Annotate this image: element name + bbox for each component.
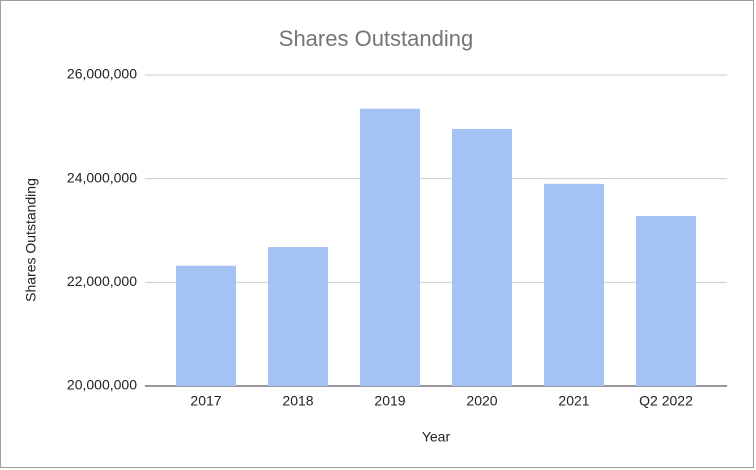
y-axis-title: Shares Outstanding [23, 178, 39, 302]
x-tick-label: 2020 [466, 393, 497, 409]
x-tick-label: 2018 [282, 393, 313, 409]
x-tick-label: 2019 [374, 393, 405, 409]
bar [268, 247, 328, 386]
bar [544, 183, 604, 386]
x-tick-label: 2021 [558, 393, 589, 409]
bar [636, 215, 696, 386]
y-tick-label: 20,000,000 [67, 377, 137, 393]
x-axis-title: Year [422, 429, 451, 445]
bar [176, 265, 236, 386]
bar [452, 128, 512, 386]
y-tick-label: 22,000,000 [67, 273, 137, 289]
y-tick-label: 26,000,000 [67, 66, 137, 82]
x-tick-label: Q2 2022 [639, 393, 693, 409]
x-tick-label: 2017 [190, 393, 221, 409]
bar [360, 108, 420, 387]
y-tick-label: 24,000,000 [67, 169, 137, 185]
chart-title: Shares Outstanding [279, 26, 473, 51]
